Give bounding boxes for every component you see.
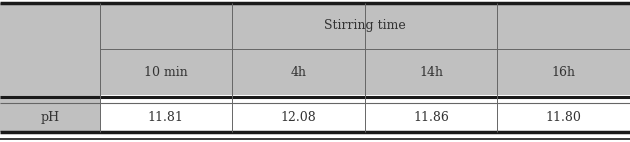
- Text: 14h: 14h: [419, 65, 443, 79]
- Text: 10 min: 10 min: [144, 65, 188, 79]
- Text: 12.08: 12.08: [280, 111, 316, 124]
- Text: 4h: 4h: [290, 65, 306, 79]
- Text: 11.81: 11.81: [148, 111, 184, 124]
- Bar: [100, 103, 630, 132]
- Bar: [0, 3, 100, 132]
- Text: 11.86: 11.86: [413, 111, 449, 124]
- Bar: [0, 3, 630, 95]
- Text: Stirring time: Stirring time: [324, 19, 406, 33]
- Text: pH: pH: [40, 111, 59, 124]
- Text: 16h: 16h: [552, 65, 576, 79]
- Text: 11.80: 11.80: [546, 111, 581, 124]
